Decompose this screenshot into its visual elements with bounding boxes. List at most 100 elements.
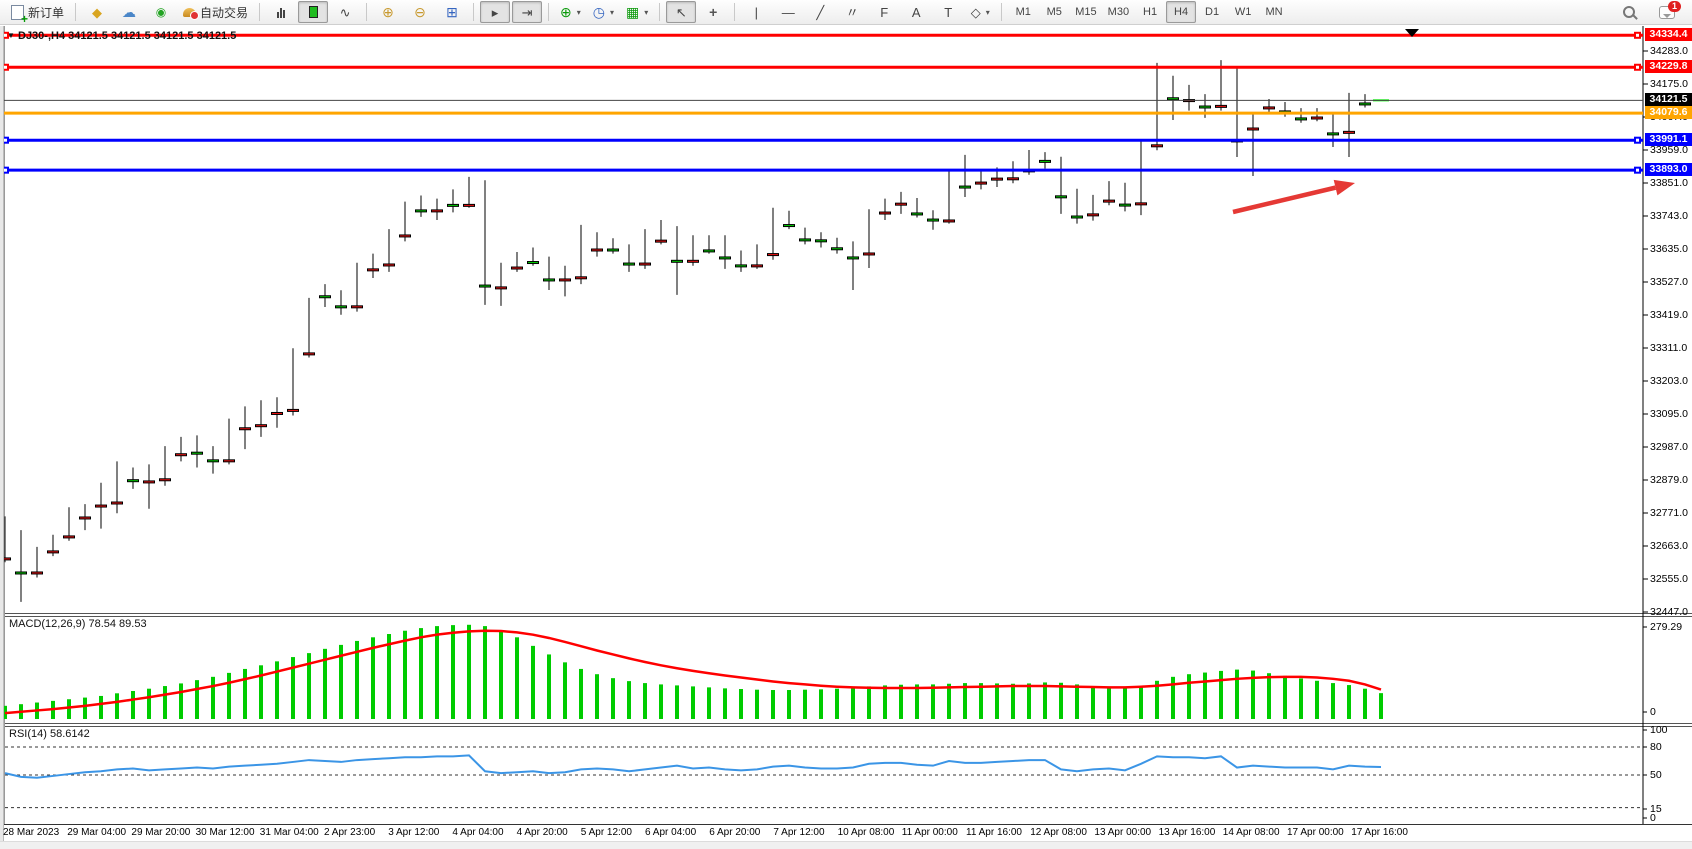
time-axis-label: 11 Apr 16:00 bbox=[966, 827, 1022, 838]
periods-button[interactable]: ◷ ▾ bbox=[588, 1, 619, 23]
trendline-icon: ╱ bbox=[816, 4, 825, 20]
profiles-button[interactable]: ◆ bbox=[82, 1, 112, 23]
macd-histogram-bar bbox=[115, 693, 119, 719]
macd-histogram-bar bbox=[611, 678, 615, 719]
vertical-line-button[interactable]: | bbox=[741, 1, 771, 23]
zoom-out-button[interactable]: ⊖ bbox=[405, 1, 435, 23]
trendline-button[interactable]: ╱ bbox=[805, 1, 835, 23]
window-left-edge bbox=[0, 26, 4, 848]
clock-icon: ◷ bbox=[592, 4, 605, 20]
candlestick-type-button[interactable] bbox=[298, 1, 329, 23]
timeframe-group: M1 M5 M15 M30 H1 H4 D1 W1 MN bbox=[1008, 1, 1289, 23]
time-axis-label: 17 Apr 00:00 bbox=[1287, 827, 1344, 838]
candle bbox=[207, 459, 219, 463]
candle bbox=[911, 212, 923, 216]
rsi-axis-label: 15 bbox=[1650, 803, 1662, 815]
macd-histogram-bar bbox=[675, 685, 679, 719]
price-badge: 33893.0 bbox=[1645, 163, 1692, 177]
text-button[interactable]: A bbox=[901, 1, 931, 23]
price-badge: 33991.1 bbox=[1645, 133, 1692, 147]
line-chart-type-button[interactable]: ∿ bbox=[330, 1, 360, 23]
horizontal-line-button[interactable]: — bbox=[773, 1, 803, 23]
candle bbox=[1087, 213, 1099, 217]
candle bbox=[255, 424, 267, 428]
templates-button[interactable]: ▦ ▾ bbox=[621, 1, 653, 23]
channel-button[interactable]: 〃 bbox=[837, 1, 867, 23]
price-tick-label: 33527.0 bbox=[1650, 276, 1688, 288]
timeframe-button-M1[interactable]: M1 bbox=[1015, 6, 1031, 18]
candle bbox=[1039, 159, 1051, 163]
text-label-button[interactable]: T bbox=[933, 1, 963, 23]
channel-icon: 〃 bbox=[845, 4, 859, 20]
new-order-button[interactable]: 新订单 bbox=[6, 1, 69, 25]
down-triangle-marker[interactable] bbox=[1405, 29, 1419, 37]
time-axis-label: 2 Apr 23:00 bbox=[324, 827, 376, 838]
timeframe-button-M15[interactable]: M15 bbox=[1075, 6, 1097, 18]
new-order-label: 新订单 bbox=[28, 5, 65, 20]
indicators-button[interactable]: ⊕ ▾ bbox=[555, 1, 586, 23]
macd-histogram-bar bbox=[579, 668, 583, 719]
tile-windows-button[interactable]: ⊞ bbox=[437, 1, 467, 23]
candle bbox=[463, 203, 475, 207]
macd-histogram-bar bbox=[1251, 670, 1255, 719]
candle bbox=[79, 516, 91, 520]
bar-chart-type-button[interactable] bbox=[266, 1, 296, 23]
crosshair-button[interactable]: + bbox=[698, 1, 728, 23]
timeframe-button-M30[interactable]: M30 bbox=[1107, 6, 1130, 18]
zoom-in-button[interactable]: ⊕ bbox=[373, 1, 403, 23]
search-button[interactable] bbox=[1614, 1, 1644, 23]
macd-histogram-bar bbox=[1331, 683, 1335, 719]
timeframe-button-D1[interactable]: D1 bbox=[1205, 6, 1220, 18]
timeframe-button-MN[interactable]: MN bbox=[1265, 6, 1283, 18]
candle bbox=[767, 253, 779, 257]
timeframe-button-H4[interactable]: H4 bbox=[1166, 1, 1197, 23]
candle bbox=[623, 262, 635, 266]
macd-histogram-bar bbox=[1123, 688, 1127, 719]
candle bbox=[1359, 102, 1371, 106]
candle bbox=[479, 284, 491, 288]
candle bbox=[351, 305, 363, 309]
macd-histogram-bar bbox=[195, 680, 199, 719]
arrows-button[interactable]: ◇ ▾ bbox=[965, 1, 995, 23]
toolbar-separator bbox=[734, 3, 736, 21]
candle bbox=[1215, 104, 1227, 108]
macd-histogram-bar bbox=[275, 661, 279, 719]
candle bbox=[431, 209, 443, 213]
timeframe-button-M5[interactable]: M5 bbox=[1046, 6, 1062, 18]
chart-shift-button[interactable]: ⇥ bbox=[512, 1, 543, 23]
bar-chart-icon bbox=[277, 6, 286, 18]
candle bbox=[95, 504, 107, 508]
candle bbox=[959, 185, 971, 189]
signals-button[interactable]: ◉ bbox=[146, 1, 176, 23]
community-button[interactable]: ☁ bbox=[114, 1, 144, 23]
price-tick-label: 33635.0 bbox=[1650, 243, 1688, 255]
candle bbox=[655, 239, 667, 243]
time-axis-label: 11 Apr 00:00 bbox=[901, 827, 958, 838]
fibonacci-button[interactable]: F bbox=[869, 1, 899, 23]
macd-histogram-bar bbox=[1091, 686, 1095, 719]
line-chart-icon: ∿ bbox=[339, 4, 351, 20]
price-badge: 34079.6 bbox=[1645, 106, 1692, 120]
timeframe-button-W1[interactable]: W1 bbox=[1234, 6, 1252, 18]
autotrading-button[interactable]: 自动交易 bbox=[178, 1, 253, 23]
candle bbox=[575, 276, 587, 280]
macd-histogram-bar bbox=[147, 688, 151, 719]
macd-histogram-bar bbox=[243, 668, 247, 719]
macd-histogram-bar bbox=[499, 630, 503, 719]
macd-histogram-bar bbox=[83, 697, 87, 719]
candle bbox=[495, 286, 507, 290]
macd-histogram-bar bbox=[1347, 685, 1351, 719]
auto-scroll-button[interactable]: ▸ bbox=[480, 1, 511, 23]
price-tick-label: 33095.0 bbox=[1650, 408, 1688, 420]
candle bbox=[159, 478, 171, 482]
macd-histogram-bar bbox=[99, 695, 103, 719]
macd-histogram-bar bbox=[915, 684, 919, 719]
macd-histogram-bar bbox=[1139, 686, 1143, 719]
trend-arrow[interactable] bbox=[1232, 185, 1337, 215]
notifications-button[interactable]: 1 bbox=[1652, 0, 1682, 23]
toolbar-right-group: 1 bbox=[1614, 0, 1686, 23]
timeframe-button-H1[interactable]: H1 bbox=[1143, 6, 1158, 18]
cursor-button[interactable]: ↖ bbox=[666, 1, 697, 23]
price-tick-label: 33743.0 bbox=[1650, 210, 1688, 222]
